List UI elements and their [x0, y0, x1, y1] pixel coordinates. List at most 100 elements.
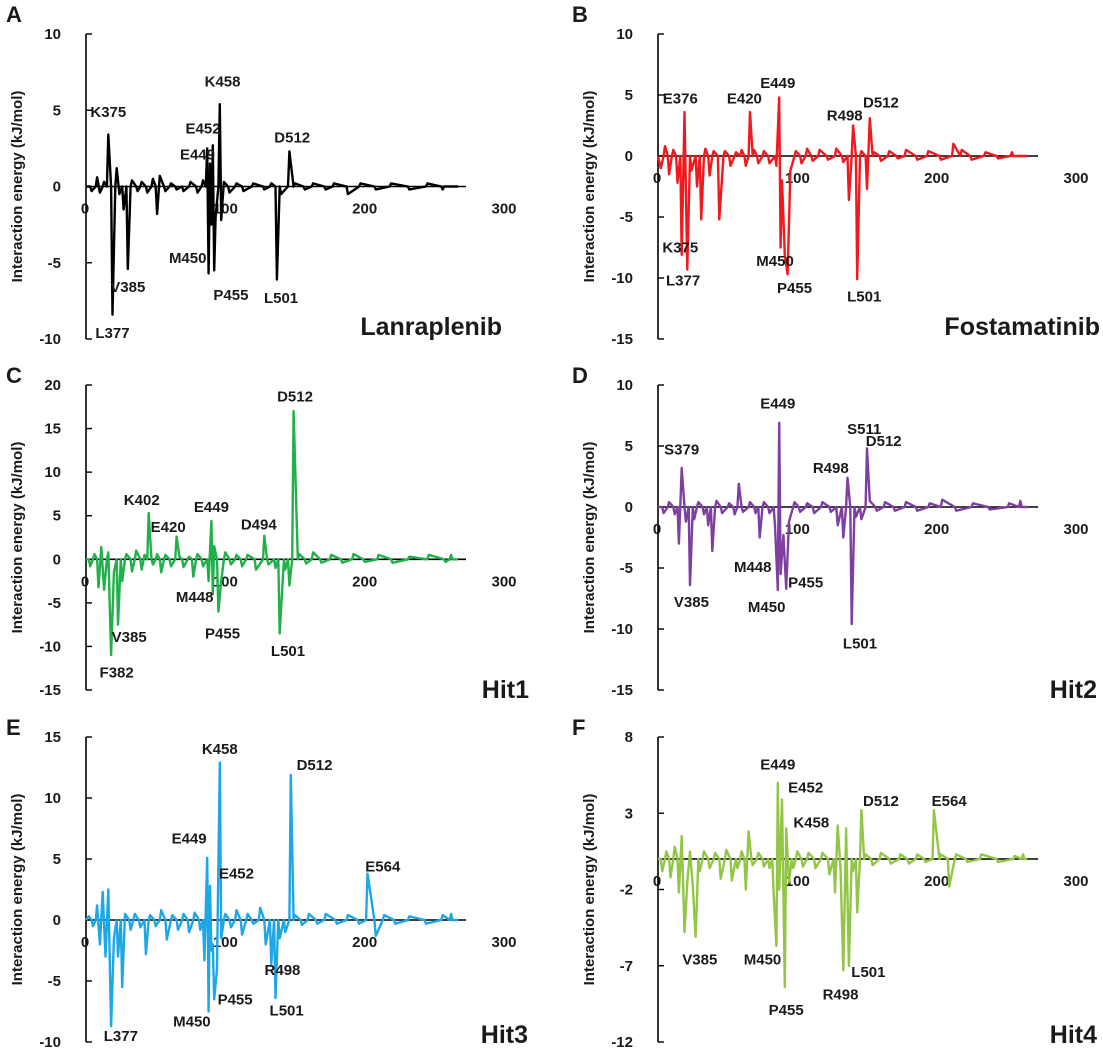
x-tick-label: 200 [352, 201, 377, 218]
annotation-l501: L501 [271, 643, 305, 660]
y-tick-label: 0 [53, 551, 61, 568]
x-tick-label: 200 [924, 873, 949, 890]
y-tick-label: -10 [611, 270, 633, 287]
annotation-m450: M450 [173, 1013, 211, 1030]
annotation-v385: V385 [674, 594, 709, 611]
series-line [85, 761, 458, 1028]
annotation-k402: K402 [124, 492, 160, 509]
x-tick-label: 0 [653, 170, 661, 187]
y-tick-label: -10 [39, 331, 61, 348]
annotation-l501: L501 [270, 1002, 304, 1019]
annotation-d512: D512 [866, 433, 902, 450]
annotation-k458: K458 [205, 73, 241, 90]
annotation-l501: L501 [851, 964, 885, 981]
x-tick-label: 200 [924, 521, 949, 538]
y-tick-label: -5 [48, 255, 61, 272]
y-tick-label: 20 [44, 377, 61, 394]
y-tick-label: 5 [53, 102, 61, 119]
x-tick-label: 0 [81, 201, 89, 218]
annotation-l377: L377 [95, 325, 129, 342]
x-tick-label: 300 [1063, 873, 1088, 890]
x-tick-label: 0 [81, 573, 89, 590]
chart-panel-e: E -10 -5 0 5 10 15 0 100 200 300 Interaction energy… [6, 715, 528, 1048]
x-tick-label: 200 [924, 170, 949, 187]
y-tick-label: -10 [39, 638, 61, 655]
chart-title: Fostamatinib [944, 313, 1100, 341]
series-line [86, 103, 458, 316]
annotation-e449: E449 [760, 395, 795, 412]
annotation-m450: M450 [756, 253, 794, 270]
x-tick-label: 100 [213, 934, 238, 951]
y-tick-label: -2 [620, 882, 633, 899]
annotation-r498: R498 [827, 108, 863, 125]
y-tick-label: -5 [620, 209, 633, 226]
annotation-v385: V385 [682, 952, 717, 969]
chart-title: Hit3 [481, 1021, 528, 1048]
x-tick-label: 300 [491, 934, 516, 951]
annotation-l377: L377 [666, 272, 700, 289]
annotation-p455: P455 [777, 280, 812, 297]
annotation-f382: F382 [100, 665, 134, 682]
y-tick-label: 10 [44, 464, 61, 481]
y-tick-label: -5 [620, 560, 633, 577]
annotation-p455: P455 [769, 1002, 804, 1019]
y-tick-label: 5 [53, 508, 61, 525]
annotation-e449: E449 [180, 146, 215, 163]
annotation-r498: R498 [813, 460, 849, 477]
x-tick-label: 200 [352, 573, 377, 590]
annotation-m448: M448 [176, 589, 214, 606]
x-tick-label: 300 [1063, 521, 1088, 538]
chart-panel-f: F -12 -7 -2 3 8 0 100 200 300 Interaction energy (… [572, 715, 1097, 1048]
annotation-v385: V385 [112, 629, 147, 646]
annotation-d494: D494 [241, 516, 278, 533]
annotation-k458: K458 [793, 814, 829, 831]
x-tick-label: 300 [491, 573, 516, 590]
annotation-l377: L377 [104, 1028, 138, 1045]
x-tick-label: 100 [785, 170, 810, 187]
y-tick-label: -5 [48, 595, 61, 612]
x-tick-label: 300 [491, 201, 516, 218]
annotation-d512: D512 [277, 388, 313, 405]
y-tick-label: 5 [625, 87, 633, 104]
annotation-s379: S379 [664, 442, 699, 459]
annotation-s511: S511 [847, 421, 881, 438]
annotation-d512: D512 [863, 793, 899, 810]
x-tick-label: 100 [785, 521, 810, 538]
y-tick-label: -15 [611, 682, 633, 699]
annotation-m450: M450 [744, 952, 782, 969]
annotation-p455: P455 [788, 575, 823, 592]
annotation-e564: E564 [932, 793, 968, 810]
y-tick-label: -10 [611, 621, 633, 638]
y-axis-label: Interaction energy (kJ/mol) [581, 442, 598, 634]
y-tick-label: 3 [625, 805, 633, 822]
y-tick-label: 15 [44, 729, 61, 746]
chart-title: Hit2 [1050, 676, 1097, 704]
series-line [658, 781, 1028, 989]
x-tick-label: 300 [1063, 170, 1088, 187]
y-axis-label: Interaction energy (kJ/mol) [9, 442, 26, 634]
series-line [656, 96, 1028, 281]
y-axis-label: Interaction energy (kJ/mol) [9, 794, 26, 986]
x-tick-label: 100 [213, 573, 238, 590]
annotation-r498: R498 [823, 987, 859, 1004]
annotation-e449: E449 [194, 499, 229, 516]
y-tick-label: 10 [616, 377, 633, 394]
series-line [86, 409, 458, 657]
panel-letter: E [6, 715, 21, 740]
annotation-v385: V385 [110, 279, 145, 296]
annotation-d512: D512 [274, 130, 310, 147]
annotation-e420: E420 [151, 519, 186, 536]
annotation-l501: L501 [264, 290, 298, 307]
y-tick-label: 0 [625, 148, 633, 165]
y-tick-label: 15 [44, 421, 61, 438]
x-tick-label: 0 [81, 934, 89, 951]
y-tick-label: 10 [616, 26, 633, 43]
annotation-k375: K375 [90, 104, 126, 121]
annotation-e449: E449 [760, 75, 795, 92]
y-tick-label: 5 [625, 438, 633, 455]
x-tick-label: 200 [352, 934, 377, 951]
